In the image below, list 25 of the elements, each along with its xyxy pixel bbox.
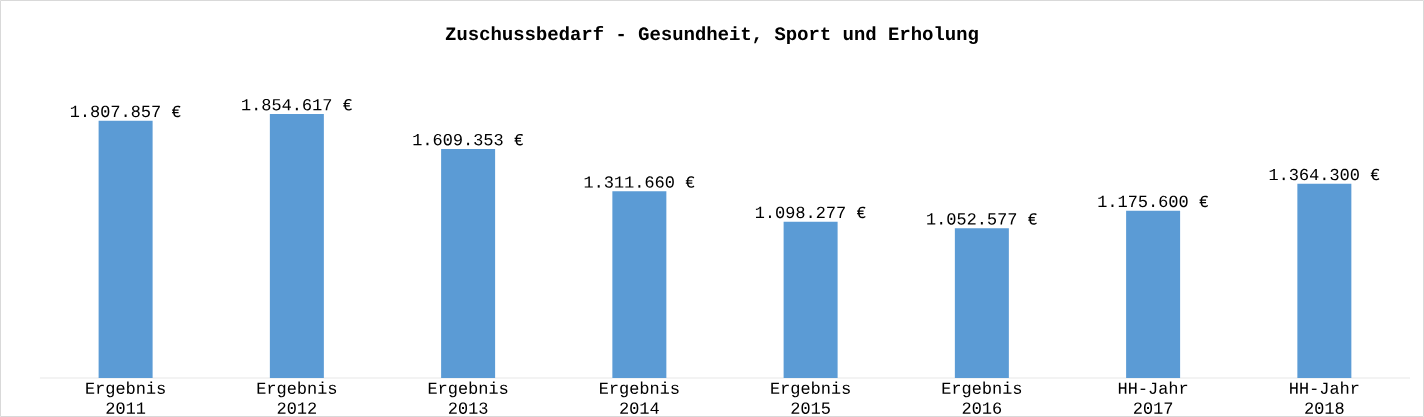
bar [98, 120, 153, 378]
x-tick-label: HH-Jahr 2017 [1118, 381, 1188, 414]
bar [1126, 210, 1181, 378]
bar [612, 191, 667, 378]
x-tick-label: Ergebnis 2014 [600, 381, 679, 414]
data-label: 1.175.600 € [1098, 195, 1209, 208]
data-label: 1.311.660 € [584, 176, 695, 188]
bar [783, 221, 838, 378]
bar [441, 148, 496, 378]
data-label: 1.052.577 € [927, 213, 1037, 225]
x-tick-label: Ergebnis 2016 [942, 381, 1022, 414]
x-tick-label: Ergebnis 2015 [771, 381, 850, 414]
x-tick-label: HH-Jahr 2018 [1290, 381, 1359, 414]
chart-title: Zuschussbedarf - Gesundheit, Sport und Erholung [445, 26, 978, 45]
data-label: 1.807.857 € [70, 105, 181, 118]
x-tick-label: Ergebnis 2012 [257, 381, 337, 414]
bar [1297, 183, 1352, 378]
bar [269, 114, 324, 378]
data-label: 1.364.300 € [1269, 168, 1380, 181]
bar [954, 228, 1009, 378]
x-tick-label: Ergebnis 2011 [86, 381, 165, 414]
data-label: 1.854.617 € [242, 98, 352, 111]
data-label: 1.098.277 € [755, 206, 866, 219]
x-tick-label: Ergebnis 2013 [428, 381, 508, 414]
data-label: 1.609.353 € [413, 133, 524, 146]
